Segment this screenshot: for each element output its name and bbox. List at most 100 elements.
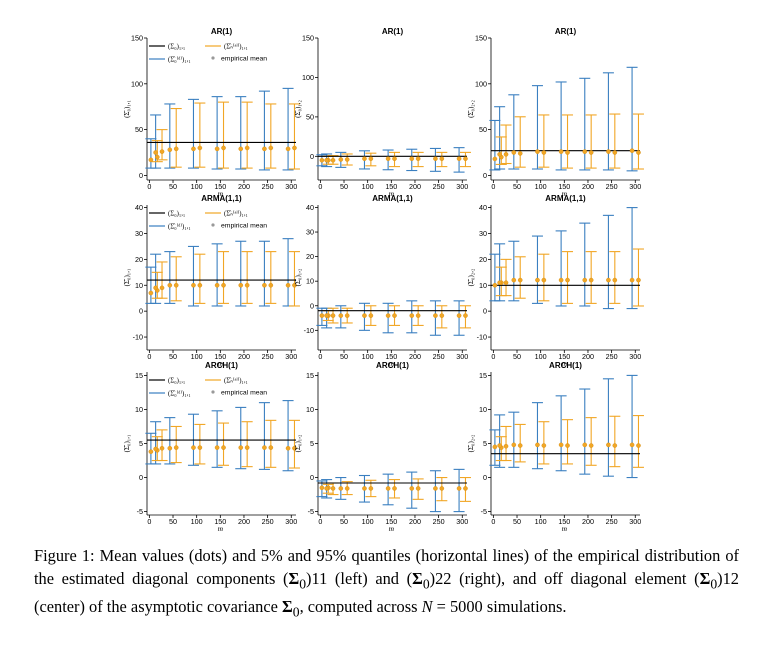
y-tick-label: 0 [483, 473, 487, 482]
y-tick-label: 100 [131, 79, 143, 88]
panel-title: ARCH(1) [376, 361, 409, 370]
caption-text-5: , computed across [299, 597, 422, 617]
orange-mean-dot [612, 277, 618, 283]
blue-mean-dot [362, 313, 367, 318]
x-tick-label: 100 [535, 517, 547, 526]
blue-mean-dot [214, 146, 220, 152]
orange-mean-dot [463, 313, 468, 318]
y-tick-label: 20 [479, 255, 487, 264]
orange-mean-dot [292, 282, 297, 288]
orange-mean-dot [517, 277, 523, 283]
blue-mean-dot [285, 445, 291, 451]
blue-mean-dot [558, 442, 564, 448]
x-tick-label: 250 [433, 517, 445, 526]
orange-mean-dot [268, 282, 274, 288]
y-tick-label: 40 [479, 203, 487, 212]
orange-mean-dot [159, 285, 165, 291]
blue-mean-dot [558, 149, 564, 154]
x-axis-label: m [389, 359, 395, 368]
x-tick-label: 300 [456, 352, 468, 361]
y-tick-label: 150 [475, 34, 487, 43]
orange-mean-dot [268, 445, 274, 450]
x-tick-label: 100 [362, 517, 374, 526]
x-axis-label: m [218, 359, 224, 368]
x-tick-label: 250 [262, 182, 274, 191]
blue-mean-dot [148, 157, 154, 163]
x-axis-label: m [389, 189, 395, 198]
caption-text-4: (center) of the asymptotic covariance [34, 597, 283, 617]
blue-mean-dot [153, 446, 158, 452]
blue-mean-dot [456, 313, 462, 318]
orange-mean-dot [392, 156, 397, 161]
orange-mean-dot [392, 486, 397, 491]
sub-0: 0 [710, 576, 718, 592]
blue-mean-dot [319, 157, 325, 163]
figure: AR(1) 0 50 100 150 0 50 100 150 200 250 300 m (Σ̂₀)₁,… [123, 27, 644, 533]
x-tick-label: 250 [606, 352, 618, 361]
blue-mean-dot [324, 486, 329, 491]
blue-mean-dot [433, 486, 438, 491]
blue-mean-dot [558, 277, 564, 283]
x-tick-label: 100 [191, 517, 203, 526]
blue-mean-dot [535, 149, 540, 154]
orange-mean-dot [292, 145, 297, 151]
blue-mean-dot [338, 313, 344, 318]
orange-mean-dot [636, 277, 641, 283]
blue-mean-dot [606, 442, 611, 448]
x-axis-label: m [562, 524, 568, 533]
blue-mean-dot [362, 486, 367, 491]
caption-label: Figure 1: [34, 546, 95, 565]
orange-mean-dot [244, 145, 250, 151]
x-tick-label: 150 [214, 517, 226, 526]
orange-mean-dot [344, 157, 350, 162]
blue-mean-dot [492, 282, 498, 288]
panel-title: AR(1) [555, 27, 577, 36]
panel-title: ARCH(1) [205, 361, 238, 370]
orange-mean-dot [368, 486, 374, 491]
orange-mean-dot [415, 486, 421, 491]
x-tick-label: 250 [606, 517, 618, 526]
y-tick-label: 50 [479, 125, 487, 134]
blue-mean-dot [285, 146, 291, 152]
sigma-symbol: Σ [282, 597, 293, 617]
blue-mean-dot [409, 313, 415, 318]
x-tick-label: 0 [318, 517, 322, 526]
blue-mean-dot [492, 156, 498, 162]
x-tick-label: 0 [147, 182, 151, 191]
blue-mean-dot [324, 313, 329, 318]
blue-mean-dot [456, 156, 462, 161]
x-tick-label: 50 [513, 352, 521, 361]
x-tick-label: 50 [169, 182, 177, 191]
panel-title: ARMA(1,1) [545, 194, 586, 203]
x-tick-label: 0 [147, 352, 151, 361]
figure-caption: Figure 1: Mean values (dots) and 5% and … [34, 544, 739, 624]
y-axis-label: (Σ̂₀)₁,₁ [123, 100, 131, 118]
x-tick-label: 150 [558, 517, 570, 526]
y-tick-label: 5 [139, 439, 143, 448]
orange-mean-dot [197, 282, 203, 288]
orange-mean-dot [588, 277, 594, 283]
y-tick-label: 10 [306, 277, 314, 286]
blue-mean-dot [497, 280, 502, 285]
x-tick-label: 300 [456, 517, 468, 526]
y-tick-label: 100 [475, 79, 487, 88]
blue-mean-dot [535, 442, 540, 448]
orange-mean-dot [517, 151, 523, 156]
x-tick-label: 300 [456, 182, 468, 191]
y-axis-label: (Σ̂₀)₂,₂ [467, 100, 475, 118]
x-tick-label: 0 [147, 517, 151, 526]
legend-box [148, 206, 280, 233]
legend-box [148, 373, 280, 400]
orange-mean-dot [344, 313, 350, 318]
caption-N: N [421, 597, 433, 617]
blue-mean-dot [167, 282, 173, 288]
blue-mean-dot [433, 313, 438, 318]
legend-label-d: (Σ̂₀⁽ᵈ⁾)₁,₁ [168, 56, 191, 64]
blue-mean-dot [319, 485, 325, 491]
x-tick-label: 150 [214, 182, 226, 191]
blue-mean-dot [167, 445, 173, 451]
blue-mean-dot [238, 445, 244, 450]
orange-mean-dot [541, 277, 547, 283]
y-axis-label: (Σ̂₀)₁,₂ [294, 100, 302, 118]
